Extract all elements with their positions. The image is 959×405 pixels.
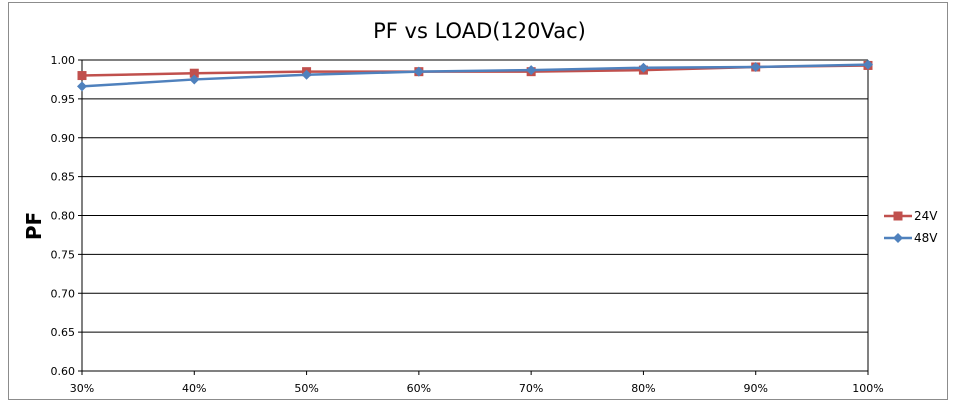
x-tick-label: 80% xyxy=(631,382,655,395)
legend-item-48V: 48V xyxy=(884,231,938,245)
series-48V xyxy=(77,59,873,92)
y-tick-label: 0.90 xyxy=(51,132,76,145)
x-tick-labels: 30% 40% 50% 60% 70% 80% 90% 100% xyxy=(70,382,884,395)
data-point-48V xyxy=(526,65,537,76)
x-tick-label: 30% xyxy=(70,382,94,395)
y-tick-label: 0.65 xyxy=(51,326,76,339)
legend: 24V 48V xyxy=(884,209,938,245)
y-tick-label: 0.75 xyxy=(51,248,76,261)
chart-title: PF vs LOAD(120Vac) xyxy=(373,19,586,43)
legend-label: 24V xyxy=(914,209,938,223)
x-tick-label: 60% xyxy=(407,382,431,395)
x-tick-label: 70% xyxy=(519,382,543,395)
gridlines xyxy=(78,59,869,375)
x-tick-label: 90% xyxy=(743,382,767,395)
legend-item-24V: 24V xyxy=(884,209,938,223)
y-tick-label: 0.95 xyxy=(51,93,76,106)
data-point-48V xyxy=(189,74,200,85)
chart-frame xyxy=(8,2,948,400)
series-layer xyxy=(77,59,873,92)
legend-marker xyxy=(893,233,903,243)
data-point-48V xyxy=(750,61,761,72)
x-tick-label: 50% xyxy=(294,382,318,395)
data-point-48V xyxy=(413,66,424,77)
data-point-48V xyxy=(638,62,649,73)
series-line-48V xyxy=(81,63,869,88)
legend-label: 48V xyxy=(914,231,938,245)
y-tick-label: 1.00 xyxy=(51,54,76,67)
y-tick-labels: 0.60 0.65 0.70 0.75 0.80 0.85 0.90 0.95 1.00 xyxy=(51,54,76,378)
x-tick-label: 40% xyxy=(182,382,206,395)
y-tick-label: 0.80 xyxy=(51,210,76,223)
y-tick-label: 0.60 xyxy=(51,365,76,378)
data-point-24V xyxy=(77,71,87,81)
data-point-48V xyxy=(77,81,87,92)
legend-marker xyxy=(893,211,903,221)
y-tick-label: 0.85 xyxy=(51,171,76,184)
x-tick-label: 100% xyxy=(852,382,883,395)
data-point-48V xyxy=(863,59,873,70)
data-point-48V xyxy=(301,69,312,80)
data-point-24V xyxy=(189,68,199,78)
y-tick-label: 0.70 xyxy=(51,287,76,300)
